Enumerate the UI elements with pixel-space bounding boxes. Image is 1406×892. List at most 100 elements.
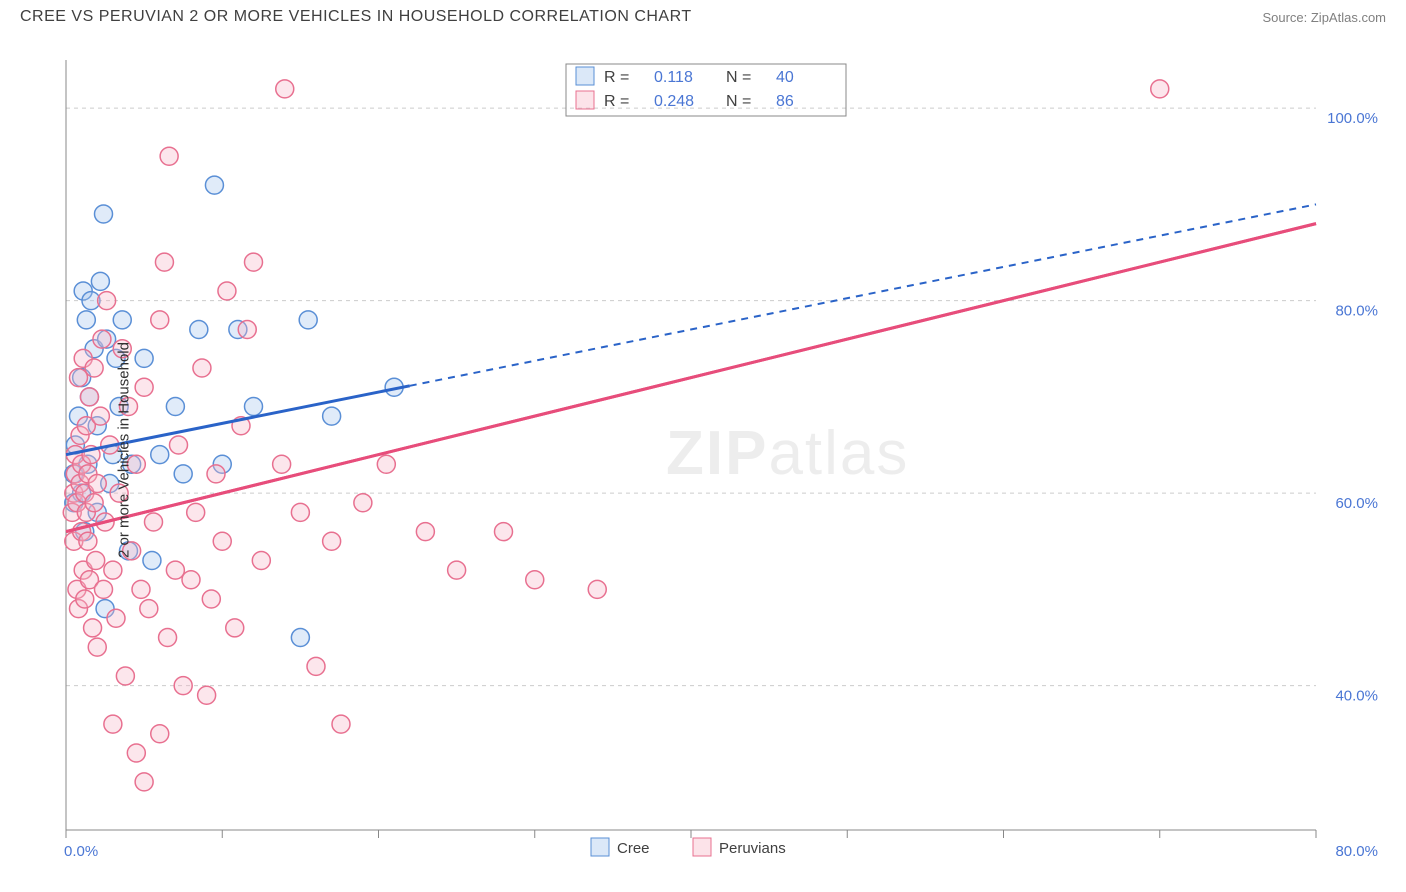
- data-point-blue: [143, 552, 161, 570]
- data-point-pink: [526, 571, 544, 589]
- data-point-pink: [132, 580, 150, 598]
- data-point-pink: [107, 609, 125, 627]
- y-tick-label: 100.0%: [1327, 110, 1378, 127]
- y-tick-label: 40.0%: [1335, 688, 1378, 705]
- chart-area: 2 or more Vehicles in Household 40.0% 60.…: [50, 40, 1390, 860]
- data-point-pink: [207, 465, 225, 483]
- data-point-pink: [155, 253, 173, 271]
- data-point-pink: [70, 369, 88, 387]
- data-point-pink: [588, 580, 606, 598]
- stat-label-N: N =: [726, 93, 751, 110]
- data-point-pink: [95, 580, 113, 598]
- data-point-blue: [77, 311, 95, 329]
- data-point-pink: [495, 523, 513, 541]
- data-point-pink: [187, 503, 205, 521]
- data-point-pink: [213, 532, 231, 550]
- data-point-pink: [145, 513, 163, 531]
- scatter-chart: 40.0% 60.0% 80.0% 100.0% 0.0% 80.0% ZIPatlas R …: [50, 40, 1390, 860]
- data-point-blue: [95, 205, 113, 223]
- stat-value-R: 0.248: [654, 93, 694, 110]
- data-point-pink: [104, 561, 122, 579]
- chart-source: Source: ZipAtlas.com: [1262, 10, 1386, 25]
- data-point-pink: [377, 455, 395, 473]
- data-point-pink: [1151, 80, 1169, 98]
- data-point-blue: [135, 349, 153, 367]
- data-point-pink: [135, 378, 153, 396]
- stat-label-N: N =: [726, 69, 751, 86]
- stat-legend-swatch: [576, 67, 594, 85]
- x-tick-label: 80.0%: [1335, 843, 1378, 860]
- data-point-pink: [193, 359, 211, 377]
- data-point-pink: [238, 321, 256, 339]
- data-point-pink: [323, 532, 341, 550]
- data-point-blue: [151, 446, 169, 464]
- data-point-pink: [332, 715, 350, 733]
- data-point-pink: [91, 407, 109, 425]
- y-tick-label: 80.0%: [1335, 303, 1378, 320]
- data-point-blue: [291, 629, 309, 647]
- stat-legend-swatch: [576, 91, 594, 109]
- data-point-pink: [98, 292, 116, 310]
- data-point-pink: [166, 561, 184, 579]
- data-point-pink: [84, 619, 102, 637]
- data-point-pink: [104, 715, 122, 733]
- data-point-blue: [323, 407, 341, 425]
- data-point-pink: [85, 359, 103, 377]
- legend-swatch: [693, 838, 711, 856]
- data-point-pink: [127, 744, 145, 762]
- data-point-pink: [291, 503, 309, 521]
- y-axis-label: 2 or more Vehicles in Household: [115, 342, 132, 558]
- data-point-pink: [88, 475, 106, 493]
- stat-label-R: R =: [604, 69, 629, 86]
- data-point-pink: [273, 455, 291, 473]
- data-point-pink: [276, 80, 294, 98]
- data-point-pink: [354, 494, 372, 512]
- data-point-pink: [140, 600, 158, 618]
- data-point-pink: [151, 725, 169, 743]
- data-point-blue: [91, 272, 109, 290]
- data-point-pink: [448, 561, 466, 579]
- data-point-pink: [198, 686, 216, 704]
- stat-value-R: 0.118: [654, 69, 693, 86]
- y-tick-label: 60.0%: [1335, 495, 1378, 512]
- data-point-pink: [218, 282, 236, 300]
- chart-title: CREE VS PERUVIAN 2 OR MORE VEHICLES IN H…: [20, 8, 692, 26]
- data-point-pink: [135, 773, 153, 791]
- data-point-blue: [174, 465, 192, 483]
- data-point-blue: [205, 176, 223, 194]
- data-point-pink: [76, 590, 94, 608]
- data-point-pink: [170, 436, 188, 454]
- data-point-pink: [85, 494, 103, 512]
- data-point-blue: [113, 311, 131, 329]
- data-point-pink: [88, 638, 106, 656]
- watermark: ZIPatlas: [666, 419, 909, 488]
- x-tick-label: 0.0%: [64, 843, 98, 860]
- legend-swatch: [591, 838, 609, 856]
- data-point-pink: [252, 552, 270, 570]
- data-point-pink: [182, 571, 200, 589]
- data-point-pink: [151, 311, 169, 329]
- data-point-pink: [116, 667, 134, 685]
- stat-value-N: 86: [776, 93, 794, 110]
- data-point-pink: [80, 388, 98, 406]
- data-point-blue: [245, 398, 263, 416]
- trend-line-blue-dashed: [410, 204, 1316, 385]
- data-point-pink: [307, 657, 325, 675]
- data-point-pink: [245, 253, 263, 271]
- data-point-blue: [166, 398, 184, 416]
- data-point-pink: [226, 619, 244, 637]
- data-point-blue: [299, 311, 317, 329]
- stat-label-R: R =: [604, 93, 629, 110]
- data-point-pink: [160, 147, 178, 165]
- legend-label: Cree: [617, 840, 650, 857]
- legend-label: Peruvians: [719, 840, 786, 857]
- data-point-blue: [190, 321, 208, 339]
- data-point-pink: [93, 330, 111, 348]
- data-point-pink: [87, 552, 105, 570]
- stat-value-N: 40: [776, 69, 794, 86]
- data-point-pink: [202, 590, 220, 608]
- data-point-pink: [159, 629, 177, 647]
- data-point-pink: [174, 677, 192, 695]
- data-point-pink: [416, 523, 434, 541]
- data-point-pink: [79, 532, 97, 550]
